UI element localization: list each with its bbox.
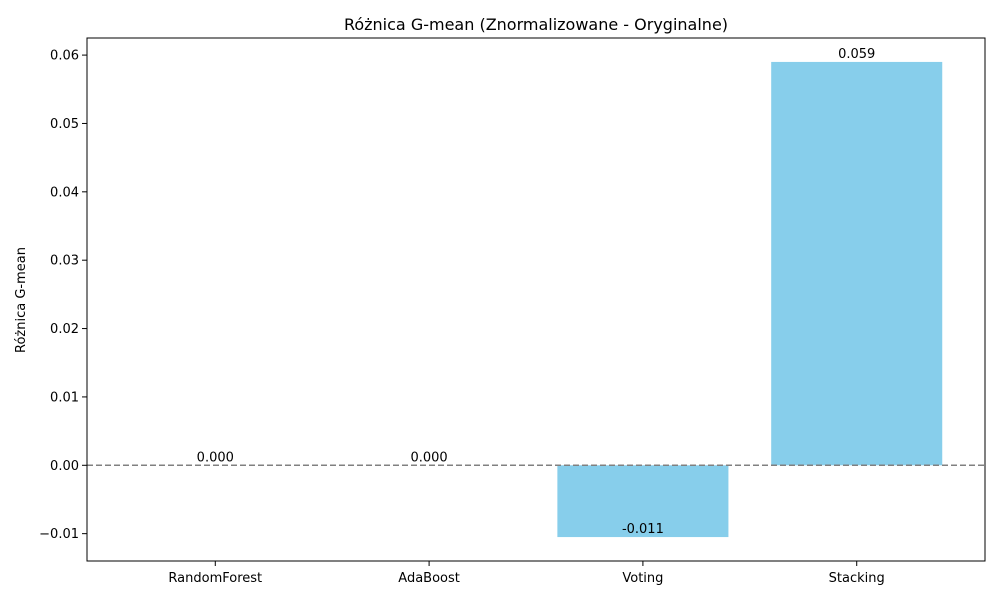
y-tick-label: 0.05	[50, 117, 79, 132]
bar-stacking	[771, 61, 943, 466]
plot-frame	[86, 37, 986, 562]
x-tick-label: AdaBoost	[398, 571, 460, 586]
y-tick-label: −0.01	[39, 527, 79, 542]
y-tick-label: 0.04	[50, 185, 79, 200]
value-label: 0.000	[410, 450, 447, 465]
value-label: 0.059	[838, 47, 875, 62]
y-axis: −0.01 0.00 0.01 0.02 0.03 0.04 0.05 0.06	[39, 49, 87, 542]
y-tick-label: 0.06	[50, 49, 79, 64]
y-tick-label: 0.03	[50, 254, 79, 269]
bars-group	[557, 61, 943, 538]
x-tick-label: RandomForest	[168, 571, 262, 586]
y-tick-label: 0.00	[50, 459, 79, 474]
y-axis-label: Różnica G-mean	[14, 247, 29, 353]
value-labels-group: 0.000 0.000 -0.011 0.059	[197, 47, 876, 537]
chart-title: Różnica G-mean (Znormalizowane - Orygina…	[344, 15, 728, 34]
x-tick-label: Stacking	[829, 571, 885, 586]
x-axis: RandomForest AdaBoost Voting Stacking	[168, 561, 885, 586]
value-label: -0.011	[622, 522, 664, 537]
bar-voting	[557, 465, 729, 538]
y-tick-label: 0.01	[50, 390, 79, 405]
value-label: 0.000	[197, 450, 234, 465]
y-tick-label: 0.02	[50, 322, 79, 337]
x-tick-label: Voting	[622, 571, 663, 586]
